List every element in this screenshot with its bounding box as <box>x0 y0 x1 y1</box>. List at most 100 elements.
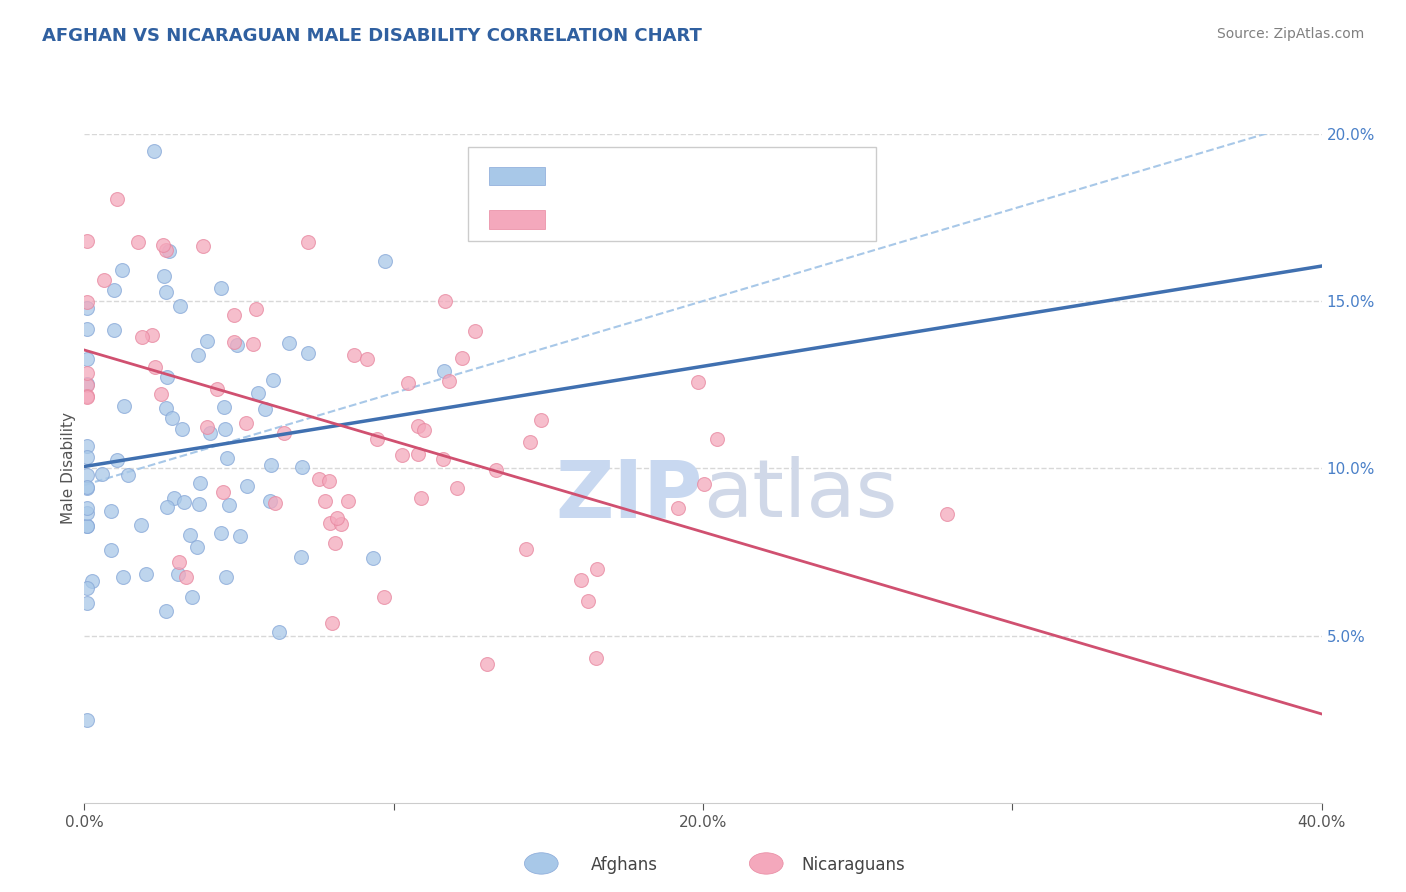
Point <box>413 423 436 437</box>
Point <box>103 323 125 337</box>
Point <box>169 299 191 313</box>
Point <box>152 238 174 252</box>
Point <box>195 334 218 348</box>
Point <box>76 439 98 453</box>
Point <box>437 374 460 388</box>
Point <box>246 386 269 401</box>
Point <box>141 327 163 342</box>
Point <box>76 294 98 309</box>
Point <box>209 281 232 295</box>
Point <box>391 449 413 463</box>
Point <box>127 235 149 249</box>
Point <box>215 450 238 465</box>
Point <box>195 419 218 434</box>
Point <box>519 434 541 449</box>
Point <box>100 542 122 557</box>
Point <box>111 570 134 584</box>
Point <box>193 238 215 252</box>
Point <box>318 474 340 488</box>
Point <box>157 244 180 259</box>
Point <box>105 192 128 206</box>
Point <box>936 507 959 521</box>
Point <box>242 336 264 351</box>
Point <box>432 451 454 466</box>
Circle shape <box>749 853 783 874</box>
Text: Nicaraguans: Nicaraguans <box>801 856 905 874</box>
Point <box>319 516 342 530</box>
Point <box>218 499 240 513</box>
Text: ZIP: ZIP <box>555 456 703 534</box>
Text: R =: R = <box>558 211 589 228</box>
Text: N =: N = <box>690 167 723 185</box>
Point <box>576 594 599 608</box>
Point <box>76 234 98 248</box>
Point <box>222 335 245 350</box>
Point <box>336 494 359 508</box>
Point <box>76 500 98 515</box>
Point <box>76 377 98 392</box>
Point <box>76 480 98 494</box>
Point <box>260 458 283 472</box>
Point <box>225 338 247 352</box>
Point <box>76 518 98 533</box>
Point <box>308 472 330 486</box>
Point <box>406 419 429 434</box>
Point <box>76 366 98 380</box>
Point <box>263 496 285 510</box>
Point <box>173 495 195 509</box>
Point <box>433 364 456 378</box>
Point <box>112 399 135 413</box>
FancyBboxPatch shape <box>489 167 544 186</box>
Point <box>530 412 553 426</box>
Point <box>100 504 122 518</box>
Point <box>215 569 238 583</box>
Point <box>433 294 456 309</box>
Point <box>229 529 252 543</box>
Point <box>76 321 98 335</box>
Text: 68: 68 <box>740 211 763 228</box>
FancyBboxPatch shape <box>489 211 544 229</box>
Point <box>245 301 267 316</box>
Point <box>451 351 474 365</box>
Point <box>76 351 98 366</box>
Point <box>314 494 336 508</box>
FancyBboxPatch shape <box>468 147 876 241</box>
Point <box>187 347 209 361</box>
Point <box>356 352 378 367</box>
Text: AFGHAN VS NICARAGUAN MALE DISABILITY CORRELATION CHART: AFGHAN VS NICARAGUAN MALE DISABILITY COR… <box>42 27 702 45</box>
Point <box>187 497 209 511</box>
Point <box>585 561 607 575</box>
Text: 74: 74 <box>740 167 763 185</box>
Text: 0.157: 0.157 <box>610 167 662 185</box>
Point <box>155 401 177 416</box>
Point <box>464 324 486 338</box>
Point <box>135 567 157 582</box>
Point <box>259 494 281 508</box>
Point <box>363 551 385 566</box>
Point <box>278 335 301 350</box>
Point <box>181 590 204 604</box>
Point <box>76 581 98 595</box>
Point <box>174 569 197 583</box>
Point <box>406 446 429 460</box>
Point <box>166 567 188 582</box>
Point <box>411 491 433 505</box>
Point <box>156 370 179 384</box>
Point <box>329 516 352 531</box>
Point <box>82 574 104 588</box>
Point <box>374 254 396 268</box>
Point <box>91 467 114 481</box>
Point <box>321 615 343 630</box>
Point <box>76 713 98 727</box>
Point <box>446 481 468 495</box>
Point <box>156 500 179 514</box>
Point <box>290 549 312 564</box>
Point <box>485 463 508 477</box>
Point <box>76 377 98 392</box>
Point <box>209 526 232 541</box>
Point <box>211 485 233 500</box>
Point <box>373 590 395 604</box>
Point <box>366 432 388 446</box>
Point <box>214 422 236 436</box>
Point <box>342 348 364 362</box>
